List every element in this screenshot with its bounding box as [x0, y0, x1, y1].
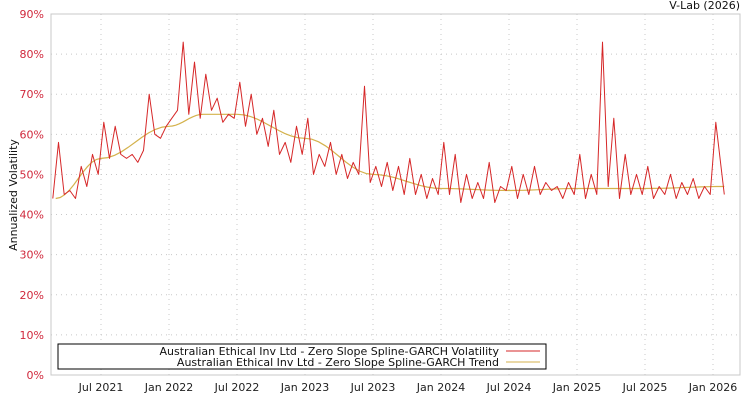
x-tick-label: Jul 2025	[622, 381, 668, 394]
y-tick-label: 70%	[20, 88, 44, 101]
x-tick-label: Jul 2021	[78, 381, 124, 394]
y-tick-label: 0%	[27, 369, 44, 382]
x-tick-label: Jan 2023	[280, 381, 329, 394]
x-tick-label: Jul 2023	[350, 381, 396, 394]
grid-lines	[51, 14, 740, 375]
plot-frame	[50, 13, 741, 376]
y-tick-label: 30%	[20, 249, 44, 262]
x-tick-label: Jan 2022	[144, 381, 193, 394]
y-tick-label: 20%	[20, 289, 44, 302]
x-tick-label: Jan 2024	[416, 381, 465, 394]
y-tick-label: 10%	[20, 329, 44, 342]
legend-label-trend: Australian Ethical Inv Ltd - Zero Slope …	[177, 356, 499, 369]
x-axis-ticks: Jul 2021 Jan 2022 Jul 2022 Jan 2023 Jul 2023…	[78, 381, 738, 394]
y-tick-label: 60%	[20, 128, 44, 141]
y-axis-ticks: 0% 10% 20% 30% 40% 50% 60% 70% 80% 90%	[20, 8, 44, 382]
trend-line	[55, 113, 725, 200]
y-tick-label: 40%	[20, 209, 44, 222]
legend-label-volatility: Australian Ethical Inv Ltd - Zero Slope …	[160, 345, 500, 358]
y-tick-label: 90%	[20, 8, 44, 21]
x-tick-label: Jan 2025	[552, 381, 601, 394]
volatility-line	[52, 41, 725, 203]
legend: Australian Ethical Inv Ltd - Zero Slope …	[57, 343, 547, 370]
x-tick-label: Jul 2022	[214, 381, 260, 394]
legend-box	[57, 343, 547, 370]
credit-label: V-Lab (2026)	[669, 0, 740, 12]
y-tick-label: 80%	[20, 48, 44, 61]
x-tick-label: Jul 2024	[486, 381, 532, 394]
x-tick-label: Jan 2026	[688, 381, 737, 394]
y-tick-label: 50%	[20, 168, 44, 181]
y-axis-label: Annualized Volatility	[7, 139, 20, 251]
